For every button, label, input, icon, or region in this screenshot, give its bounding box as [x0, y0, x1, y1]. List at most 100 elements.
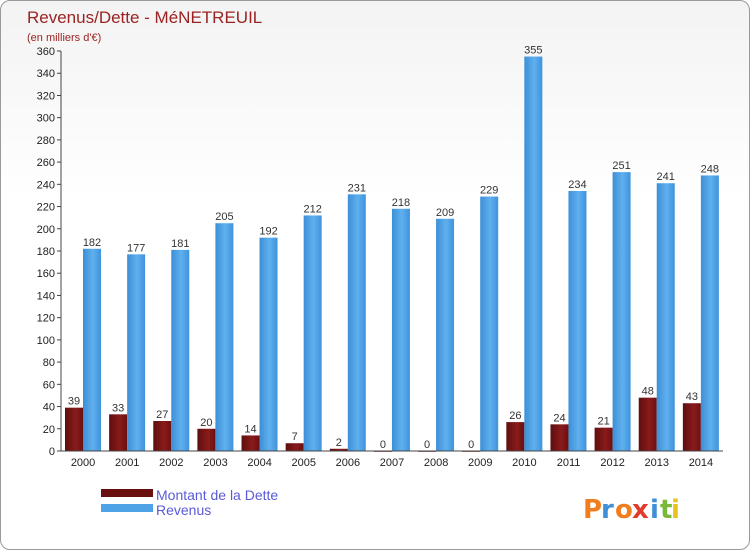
- data-label-dette-2006: 2: [336, 437, 342, 449]
- data-label-revenus-2002: 181: [171, 238, 189, 250]
- bar-revenus-2009: [480, 196, 499, 451]
- y-tick-label: 0: [49, 446, 55, 458]
- legend-label-dette: Montant de la Dette: [156, 487, 278, 503]
- bar-revenus-2014: [700, 175, 719, 451]
- bar-dette-2004: [241, 435, 260, 451]
- proxiti-logo: Pr o x i ti: [583, 495, 680, 525]
- y-tick-label: 40: [43, 402, 55, 414]
- y-tick-label: 20: [43, 424, 55, 436]
- data-label-revenus-2012: 251: [612, 160, 630, 172]
- bar-dette-2005: [285, 443, 304, 451]
- x-axis: 2000 2001 2002 2003 2004 2005 2006 2007 2008 2009…: [61, 450, 723, 469]
- legend-swatch-dette: [101, 489, 153, 497]
- x-tick-label: 2011: [557, 457, 581, 469]
- bar-dette-2014: [682, 403, 701, 451]
- x-tick-label: 2008: [424, 457, 448, 469]
- data-label-revenus-2003: 205: [215, 211, 233, 223]
- chart-subtitle: (en milliers d'€): [27, 32, 101, 44]
- data-label-revenus-2008: 209: [436, 207, 454, 219]
- data-label-dette-2004: 14: [244, 423, 256, 435]
- bar-revenus-2007: [391, 208, 410, 451]
- y-tick-label: 280: [37, 135, 55, 147]
- bar-dette-2003: [197, 428, 216, 451]
- legend-label-revenus: Revenus: [156, 502, 211, 518]
- bar-dette-2000: [65, 407, 83, 451]
- data-label-revenus-2014: 248: [701, 163, 719, 175]
- bar-dette-2013: [638, 397, 657, 451]
- bar-revenus-2004: [259, 237, 278, 451]
- y-tick-label: 60: [43, 379, 55, 391]
- data-label-revenus-2001: 177: [127, 242, 145, 254]
- chart-title: Revenus/Dette - MéNETREUIL: [27, 8, 262, 27]
- x-tick-label: 2009: [468, 457, 492, 469]
- y-tick-label: 100: [37, 335, 55, 347]
- data-label-dette-2008: 0: [424, 439, 430, 451]
- x-tick-label: 2005: [291, 457, 315, 469]
- bar-revenus-2005: [303, 215, 322, 451]
- y-tick-label: 360: [37, 46, 55, 58]
- bars-group: 39 182 33 177 27 181 20 205 14 192 7 212 2 231 0 218 0 20…: [65, 45, 719, 452]
- logo-letter: P: [583, 495, 602, 525]
- logo-letter: x: [632, 495, 649, 525]
- logo-letter: o: [615, 495, 633, 525]
- y-tick-label: 340: [37, 68, 55, 80]
- y-axis: 0 20 40 60 80 100 120 140 160 180 200 220 240 260 280 3…: [37, 46, 62, 458]
- x-tick-label: 2013: [645, 457, 669, 469]
- bar-revenus-2006: [347, 194, 366, 452]
- data-label-dette-2005: 7: [292, 431, 298, 443]
- data-label-dette-2002: 27: [156, 409, 168, 421]
- bar-dette-2012: [594, 427, 613, 451]
- data-label-revenus-2000: 182: [83, 237, 101, 249]
- bar-revenus-2010: [524, 56, 543, 452]
- y-tick-label: 200: [37, 224, 55, 236]
- legend-swatch-revenus: [101, 504, 153, 512]
- bar-revenus-2002: [171, 249, 190, 451]
- logo-letter: i: [650, 495, 659, 525]
- y-tick-label: 300: [37, 113, 55, 125]
- x-tick-label: 2001: [115, 457, 139, 469]
- bar-revenus-2012: [612, 172, 631, 451]
- x-tick-label: 2014: [689, 457, 713, 469]
- data-label-dette-2011: 24: [553, 412, 565, 424]
- data-label-dette-2003: 20: [200, 417, 212, 429]
- data-label-revenus-2004: 192: [259, 226, 277, 238]
- data-label-revenus-2006: 231: [348, 182, 366, 194]
- bar-revenus-2000: [83, 248, 101, 451]
- data-label-dette-2001: 33: [112, 402, 124, 414]
- bar-revenus-2003: [215, 223, 234, 451]
- y-tick-label: 180: [37, 246, 55, 258]
- y-tick-label: 80: [43, 357, 55, 369]
- y-tick-label: 240: [37, 179, 55, 191]
- logo-letter: i: [671, 495, 680, 525]
- data-label-revenus-2010: 355: [524, 45, 542, 57]
- x-tick-label: 2010: [512, 457, 536, 469]
- y-tick-label: 320: [37, 90, 55, 102]
- x-tick-label: 2006: [336, 457, 360, 469]
- logo-letter: r: [601, 495, 614, 525]
- bar-dette-2010: [506, 422, 525, 451]
- bar-dette-2001: [109, 414, 128, 451]
- logo-letter: t: [660, 495, 672, 525]
- data-label-revenus-2007: 218: [392, 197, 410, 209]
- data-label-dette-2012: 21: [597, 416, 609, 428]
- x-tick-label: 2003: [203, 457, 227, 469]
- bar-revenus-2013: [656, 183, 675, 451]
- data-label-dette-2014: 43: [686, 391, 698, 403]
- legend: Montant de la Dette Revenus: [101, 487, 278, 518]
- y-tick-label: 120: [37, 313, 55, 325]
- y-tick-label: 260: [37, 157, 55, 169]
- x-tick-label: 2000: [71, 457, 95, 469]
- y-tick-label: 220: [37, 202, 55, 214]
- data-label-revenus-2005: 212: [303, 203, 321, 215]
- x-tick-label: 2002: [159, 457, 183, 469]
- x-tick-label: 2004: [247, 457, 271, 469]
- data-label-dette-2009: 0: [468, 439, 474, 451]
- data-label-revenus-2013: 241: [657, 171, 675, 183]
- bar-dette-2011: [550, 424, 569, 451]
- data-label-dette-2013: 48: [642, 386, 654, 398]
- y-tick-label: 160: [37, 268, 55, 280]
- data-label-revenus-2009: 229: [480, 185, 498, 197]
- x-tick-label: 2007: [380, 457, 404, 469]
